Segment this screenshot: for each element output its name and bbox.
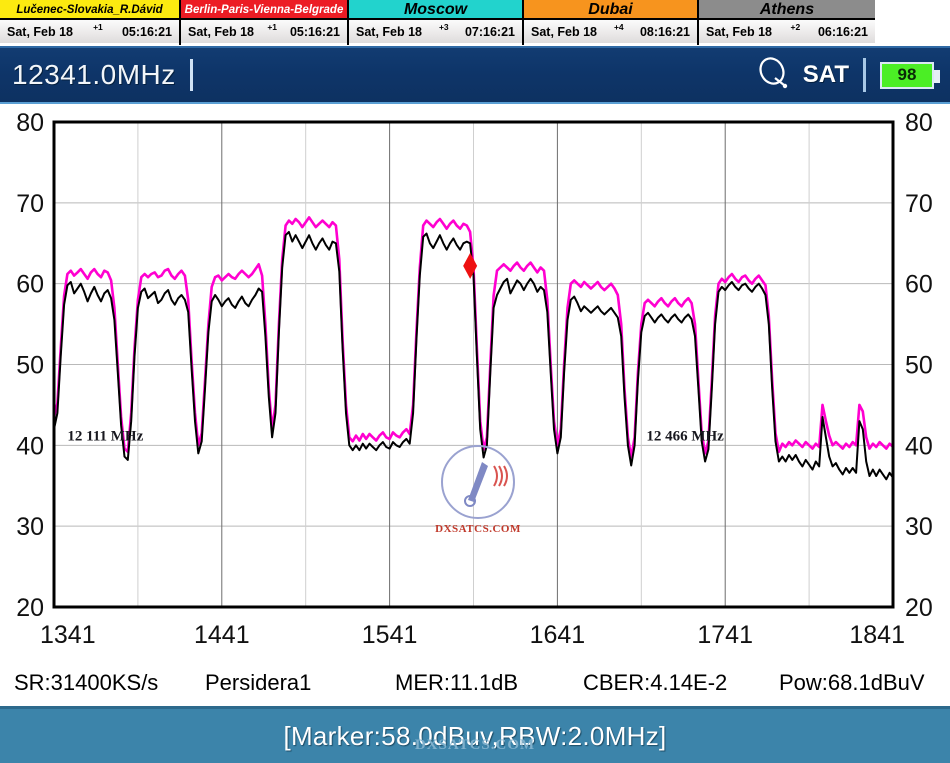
watermark-wave	[503, 465, 508, 487]
symbol-rate-value: SR:31400KS/s	[14, 670, 159, 695]
timezone-clock: 07:16:21	[464, 24, 515, 39]
watermark-dish	[468, 462, 488, 502]
spectrum-plot[interactable]: 20 20 30 30 40 40 50 50 60 60 70 70 80 80 1341 1441 1541…	[0, 104, 950, 660]
text-cursor	[189, 59, 193, 91]
plot-frame	[52, 120, 895, 609]
timezone-name: Moscow	[349, 0, 522, 20]
watermark-circle	[441, 445, 515, 519]
trace-live-trace	[53, 230, 894, 481]
timezone-utc-offset: +4	[613, 22, 624, 32]
timezone-date: Sat, Feb 18	[356, 24, 422, 39]
marker-layer	[463, 252, 478, 279]
marker-diamond-icon	[463, 252, 478, 279]
timezone-utc-offset: +1	[93, 22, 103, 32]
y-tick-label-left: 40	[16, 432, 44, 460]
x-tick-label: 1441	[194, 621, 250, 649]
network-name-value: Persidera1	[205, 670, 312, 695]
x-tick-label: 1641	[530, 621, 586, 649]
measurement-bar: SR:31400KS/s Persidera1 MER:11.1dB CBER:…	[0, 660, 950, 706]
timezone-date: Sat, Feb 18	[706, 24, 772, 39]
timezone-cell-2: Moscow Sat, Feb 18 +3 07:16:21	[349, 0, 524, 45]
y-tick-label-right: 20	[905, 594, 933, 622]
marker-info-bar: [Marker:58.0dBuv,RBW:2.0MHz]	[0, 706, 950, 763]
power-value: Pow:68.1dBuV	[779, 670, 925, 695]
x-tick-label: 1841	[849, 621, 905, 649]
timezone-name: Lučenec-Slovakia_R.Dávid	[0, 0, 179, 20]
timezone-cell-1: Berlin-Paris-Vienna-Belgrade Sat, Feb 18 +…	[181, 0, 349, 45]
battery-level-label: 98	[897, 65, 917, 84]
sat-mode-label: SAT	[802, 61, 849, 88]
header-status-group: SAT 98	[755, 56, 940, 95]
timezone-clock: 05:16:21	[121, 24, 172, 39]
y-tick-label-right: 50	[905, 352, 933, 380]
axis-tick-layer: 20 20 30 30 40 40 50 50 60 60 70 70 80 80 1341 1441 1541…	[16, 109, 933, 649]
timezone-time-row: Sat, Feb 18 +3 07:16:21	[349, 20, 522, 43]
timezone-name: Athens	[699, 0, 875, 20]
watermark-logo-text: DXSATCS.COM	[435, 523, 521, 535]
timezone-time-row: Sat, Feb 18 +1 05:16:21	[0, 20, 179, 43]
timezone-cell-4: Athens Sat, Feb 18 +2 06:16:21	[699, 0, 875, 45]
plot-border	[52, 120, 895, 609]
timezone-name: Dubai	[524, 0, 697, 20]
x-tick-label: 1341	[40, 621, 96, 649]
timezone-time-row: Sat, Feb 18 +4 08:16:21	[524, 20, 697, 43]
cber-value: CBER:4.14E-2	[583, 670, 728, 695]
world-clock-bar: Lučenec-Slovakia_R.Dávid Sat, Feb 18 +1 05:…	[0, 0, 950, 45]
y-tick-label-right: 70	[905, 190, 933, 218]
mer-value: MER:11.1dB	[395, 670, 519, 695]
frequency-value: 12341.0MHz	[12, 59, 176, 90]
frequency-annotation: 12 111 MHz	[67, 428, 143, 444]
timezone-cell-0: Lučenec-Slovakia_R.Dávid Sat, Feb 18 +1 05:…	[0, 0, 181, 45]
timezone-utc-offset: +3	[438, 22, 449, 32]
timezone-name: Berlin-Paris-Vienna-Belgrade	[181, 0, 347, 20]
marker-info-text: [Marker:58.0dBuv,RBW:2.0MHz]	[283, 720, 667, 751]
satellite-dish-icon	[755, 56, 793, 95]
annotation-layer: 12 111 MHz 12 466 MHz	[67, 428, 724, 444]
y-tick-label-right: 80	[905, 109, 933, 137]
x-tick-label: 1741	[697, 621, 753, 649]
x-tick-label: 1541	[362, 621, 418, 649]
battery-indicator: 98	[880, 61, 940, 89]
frequency-entry[interactable]: 12341.0MHz	[12, 59, 193, 91]
timezone-date: Sat, Feb 18	[531, 24, 597, 39]
y-tick-label-left: 30	[16, 513, 44, 541]
watermark-logo: DXSATCS.COM	[435, 445, 521, 535]
timezone-clock: 06:16:21	[817, 24, 868, 39]
header-divider	[863, 58, 866, 92]
timezone-utc-offset: +2	[790, 22, 801, 32]
timezone-cell-3: Dubai Sat, Feb 18 +4 08:16:21	[524, 0, 699, 45]
spectrum-svg: 20 20 30 30 40 40 50 50 60 60 70 70 80 80 1341 1441 1541…	[16, 109, 933, 649]
watermark-wave	[498, 465, 503, 487]
timezone-time-row: Sat, Feb 18 +2 06:16:21	[699, 20, 875, 43]
y-tick-label-left: 50	[16, 352, 44, 380]
y-tick-label-left: 70	[16, 190, 44, 218]
timezone-utc-offset: +1	[267, 22, 278, 32]
timezone-date: Sat, Feb 18	[7, 24, 73, 39]
y-tick-label-right: 60	[905, 271, 933, 299]
frequency-header: 12341.0MHz SAT 98	[0, 46, 950, 104]
grid-layer	[54, 122, 893, 607]
watermark-base	[464, 495, 476, 507]
y-tick-label-left: 80	[16, 109, 44, 137]
frequency-annotation: 12 466 MHz	[646, 428, 724, 444]
timezone-clock: 08:16:21	[639, 24, 690, 39]
y-tick-label-right: 30	[905, 513, 933, 541]
y-tick-label-left: 20	[16, 594, 44, 622]
timezone-time-row: Sat, Feb 18 +1 05:16:21	[181, 20, 347, 43]
timezone-clock: 05:16:21	[289, 24, 340, 39]
y-tick-label-right: 40	[905, 432, 933, 460]
timezone-date: Sat, Feb 18	[188, 24, 254, 39]
watermark-wave	[493, 465, 498, 487]
y-tick-label-left: 60	[16, 271, 44, 299]
